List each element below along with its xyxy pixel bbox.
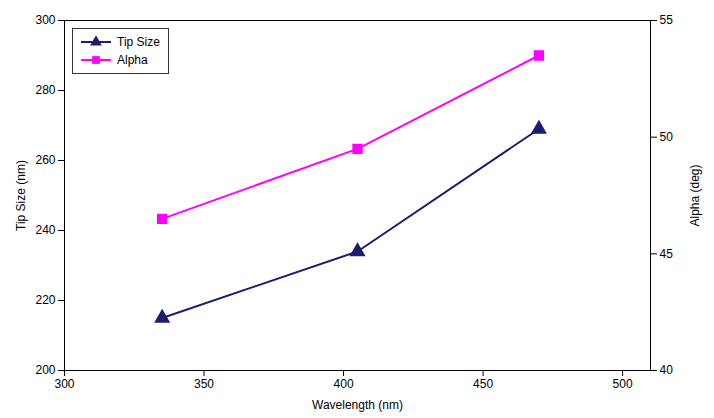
svg-text:300: 300 xyxy=(35,13,55,27)
svg-text:450: 450 xyxy=(473,377,493,391)
svg-text:55: 55 xyxy=(660,13,674,27)
svg-text:240: 240 xyxy=(35,223,55,237)
svg-text:40: 40 xyxy=(660,363,674,377)
svg-text:Wavelength (nm): Wavelength (nm) xyxy=(312,398,403,412)
html-text:Tip Size: Tip Size xyxy=(117,35,160,49)
svg-text:220: 220 xyxy=(35,293,55,307)
svg-text:260: 260 xyxy=(35,153,55,167)
svg-text:45: 45 xyxy=(660,247,674,261)
svg-text:50: 50 xyxy=(660,130,674,144)
svg-text:300: 300 xyxy=(54,377,74,391)
svg-text:500: 500 xyxy=(613,377,633,391)
svg-text:400: 400 xyxy=(334,377,354,391)
svg-text:200: 200 xyxy=(35,363,55,377)
svg-text:280: 280 xyxy=(35,83,55,97)
svg-text:Alpha (deg): Alpha (deg) xyxy=(688,164,702,226)
svg-text:Tip Size (nm): Tip Size (nm) xyxy=(14,160,28,231)
html-text:Alpha: Alpha xyxy=(117,53,148,67)
svg-text:350: 350 xyxy=(194,377,214,391)
